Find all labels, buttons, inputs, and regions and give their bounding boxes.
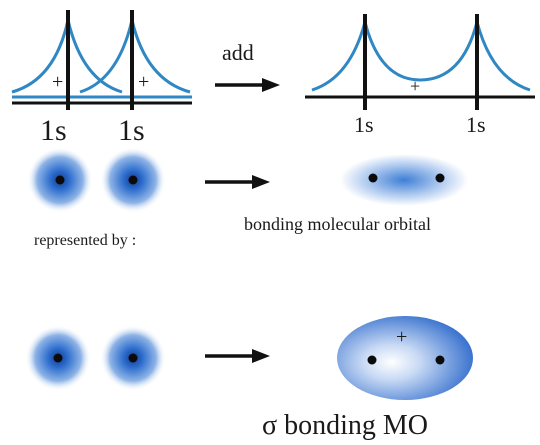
- two-1s-wavefunctions: + + 1s 1s: [11, 10, 192, 147]
- nucleus-dot-2: [128, 175, 138, 185]
- arrow-row-1: [205, 175, 270, 189]
- arrow-head: [262, 78, 280, 92]
- cusp-curve-2: [79, 19, 191, 94]
- label-1s-left-1: 1s: [40, 114, 67, 147]
- sigma-bonding-caption: σ bonding MO: [262, 410, 428, 441]
- nucleus-dot-4: [435, 173, 445, 183]
- summed-wavefunction: + 1s 1s: [305, 14, 535, 137]
- label-1s-right-1: 1s: [354, 112, 374, 137]
- arrow-head-3: [252, 349, 270, 363]
- label-1s-left-2: 1s: [118, 114, 145, 147]
- plus-sign-1: +: [52, 71, 63, 93]
- arrow-head-2: [252, 175, 270, 189]
- bonding-mo-row-1: [340, 154, 468, 206]
- atomic-orbitals-row-1: [27, 147, 166, 213]
- add-arrow: add: [215, 40, 280, 92]
- sigma-mo: +: [337, 316, 473, 400]
- nucleus-dot-6: [128, 353, 138, 363]
- plus-sign-3: +: [410, 76, 420, 96]
- plus-sign-2: +: [138, 71, 149, 93]
- sigma-plus-sign: +: [396, 326, 407, 348]
- add-label: add: [222, 40, 254, 65]
- bonding-curve: [311, 16, 531, 92]
- label-1s-right-2: 1s: [466, 112, 486, 137]
- nucleus-dot-1: [55, 175, 65, 185]
- sigma-mo-ellipse: [337, 316, 473, 400]
- represented-by-caption: represented by :: [34, 232, 136, 249]
- bonding-mo-ellipse: [340, 154, 468, 206]
- bonding-mo-caption: bonding molecular orbital: [244, 214, 431, 234]
- arrow-row-2: [205, 349, 270, 363]
- nucleus-dot-5: [53, 353, 63, 363]
- nucleus-dot-7: [367, 355, 377, 365]
- nucleus-dot-3: [368, 173, 378, 183]
- atomic-orbitals-row-2: [25, 325, 166, 391]
- nucleus-dot-8: [435, 355, 445, 365]
